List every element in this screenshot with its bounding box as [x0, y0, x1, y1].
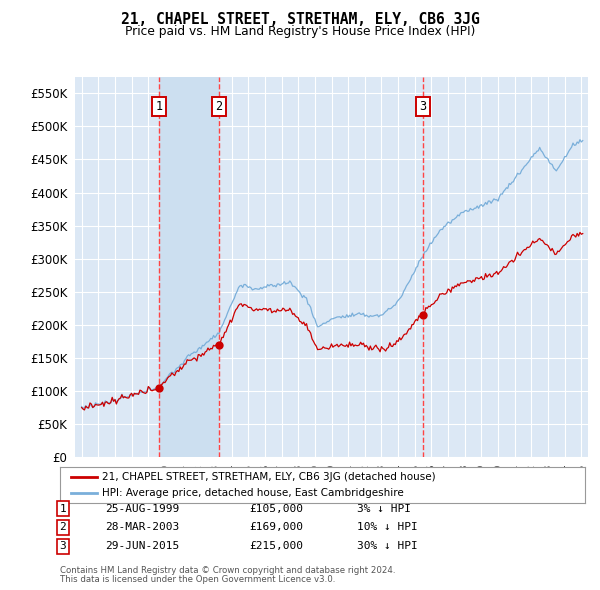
Text: 28-MAR-2003: 28-MAR-2003 — [105, 523, 179, 532]
Text: 21, CHAPEL STREET, STRETHAM, ELY, CB6 3JG: 21, CHAPEL STREET, STRETHAM, ELY, CB6 3J… — [121, 12, 479, 27]
Text: 21, CHAPEL STREET, STRETHAM, ELY, CB6 3JG (detached house): 21, CHAPEL STREET, STRETHAM, ELY, CB6 3J… — [102, 472, 436, 482]
Text: 3: 3 — [419, 100, 427, 113]
Text: £105,000: £105,000 — [249, 504, 303, 513]
Text: 29-JUN-2015: 29-JUN-2015 — [105, 542, 179, 551]
Text: 30% ↓ HPI: 30% ↓ HPI — [357, 542, 418, 551]
Text: 3: 3 — [59, 542, 67, 551]
Bar — [159, 77, 219, 457]
Text: Price paid vs. HM Land Registry's House Price Index (HPI): Price paid vs. HM Land Registry's House … — [125, 25, 475, 38]
Text: This data is licensed under the Open Government Licence v3.0.: This data is licensed under the Open Gov… — [60, 575, 335, 584]
Text: 2: 2 — [59, 523, 67, 532]
Text: HPI: Average price, detached house, East Cambridgeshire: HPI: Average price, detached house, East… — [102, 488, 404, 498]
Text: 25-AUG-1999: 25-AUG-1999 — [105, 504, 179, 513]
Text: £215,000: £215,000 — [249, 542, 303, 551]
Text: Contains HM Land Registry data © Crown copyright and database right 2024.: Contains HM Land Registry data © Crown c… — [60, 566, 395, 575]
Text: £169,000: £169,000 — [249, 523, 303, 532]
Text: 3% ↓ HPI: 3% ↓ HPI — [357, 504, 411, 513]
Text: 1: 1 — [59, 504, 67, 513]
Text: 2: 2 — [215, 100, 223, 113]
Text: 1: 1 — [155, 100, 163, 113]
Text: 10% ↓ HPI: 10% ↓ HPI — [357, 523, 418, 532]
